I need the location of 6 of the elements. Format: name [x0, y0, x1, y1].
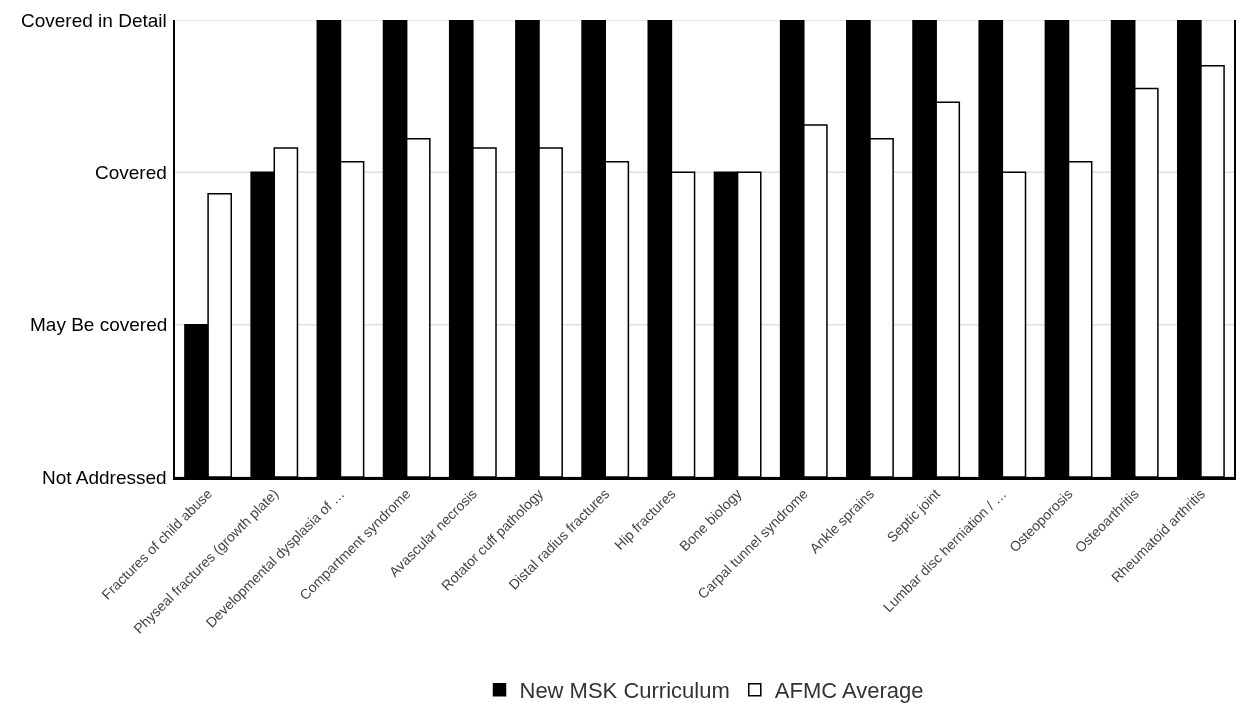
ref-line-label: Covered [95, 162, 167, 183]
legend-label: New MSK Curriculum [519, 678, 730, 704]
ref-line-label: Covered in Detail [21, 10, 167, 31]
legend-label: AFMC Average [774, 678, 924, 704]
ref-line-label: Not Addressed [42, 467, 167, 488]
ref-line-label: May Be covered [30, 314, 168, 335]
